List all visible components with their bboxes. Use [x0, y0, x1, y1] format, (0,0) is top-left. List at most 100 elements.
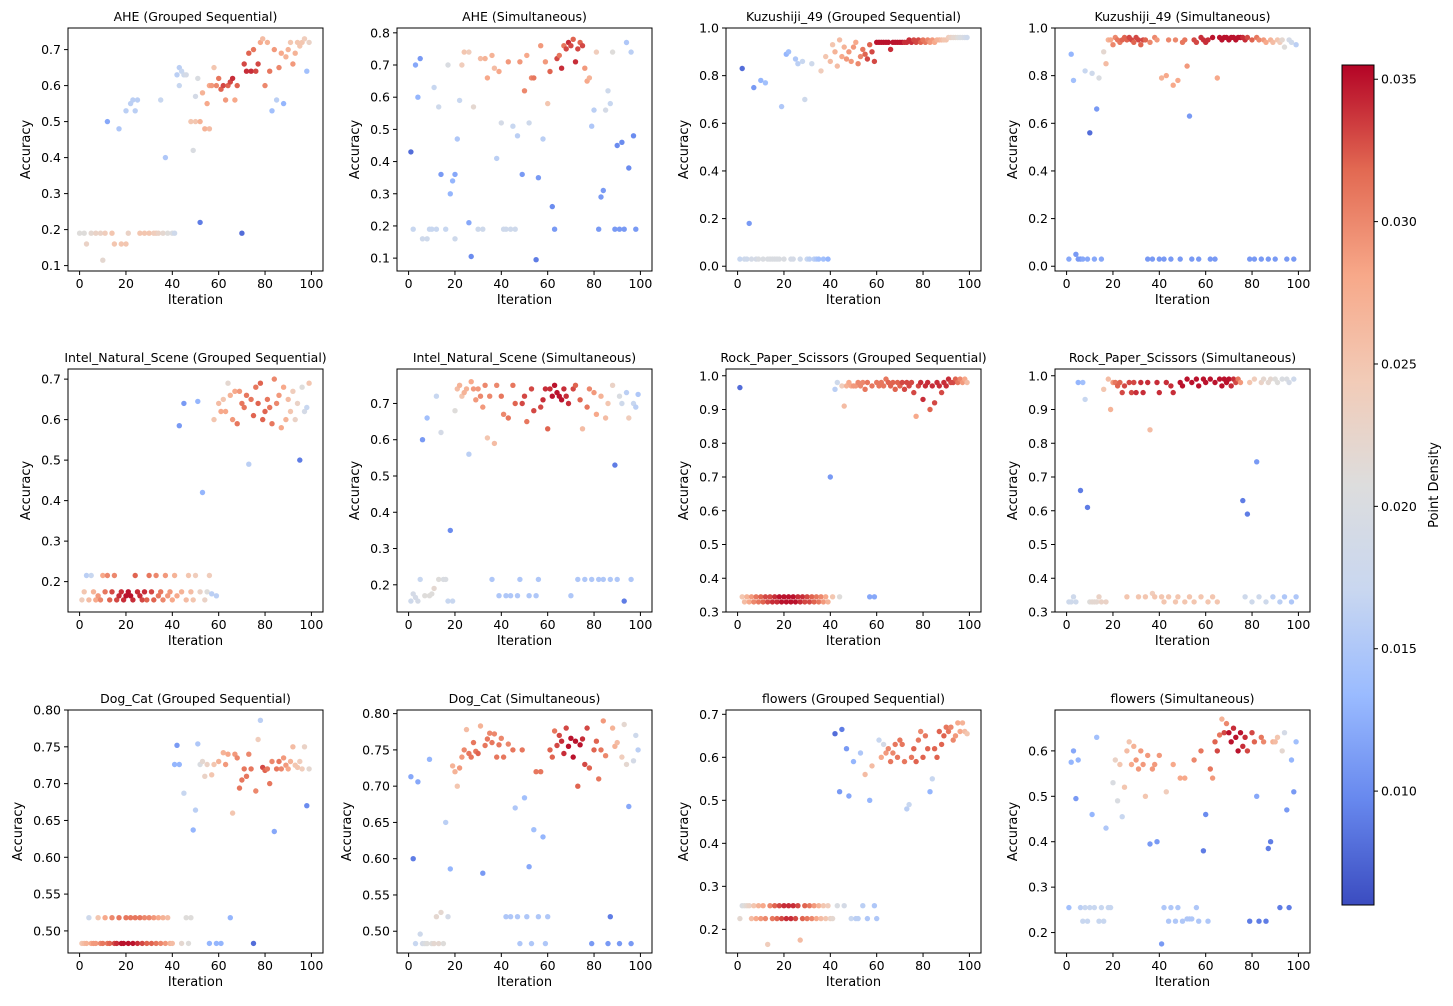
scatter-points	[408, 36, 639, 263]
data-point	[496, 68, 502, 75]
data-point	[621, 598, 627, 604]
data-point	[468, 754, 474, 760]
data-point	[192, 807, 199, 813]
data-point	[1228, 739, 1234, 745]
data-point	[241, 61, 247, 67]
y-tick-label: 1.0	[699, 368, 719, 383]
data-point	[97, 597, 104, 603]
data-point	[190, 147, 196, 154]
subplot-grid: 0 20 40 60 80 100 0.1 0.2 0.3 0.4 0.5 0.6 0.7 AHE (Gr…	[11, 9, 1311, 990]
data-point	[463, 386, 470, 392]
data-point	[255, 61, 261, 67]
data-point	[605, 940, 611, 947]
data-point	[816, 903, 822, 909]
scatter-points	[408, 379, 641, 604]
data-point	[283, 416, 289, 423]
data-point	[466, 220, 472, 226]
data-point	[1154, 37, 1160, 43]
data-point	[748, 256, 755, 262]
y-tick-label: 0.6	[41, 78, 61, 93]
data-point	[88, 230, 94, 236]
data-point	[139, 597, 145, 603]
data-point	[760, 256, 766, 262]
y-tick-label: 0.2	[1028, 211, 1048, 226]
x-tick-label: 80	[257, 276, 273, 291]
data-point	[213, 82, 220, 89]
data-point	[264, 396, 271, 403]
data-point	[626, 165, 632, 171]
data-point	[306, 39, 312, 46]
data-point	[134, 97, 141, 103]
data-point	[86, 597, 92, 603]
data-point	[526, 864, 532, 870]
data-point	[81, 230, 87, 236]
data-point	[804, 915, 810, 922]
x-tick-label: 40	[164, 958, 180, 973]
data-point	[855, 61, 861, 67]
data-point	[816, 599, 822, 605]
data-point	[755, 903, 762, 909]
data-point	[860, 46, 866, 53]
data-point	[1175, 594, 1181, 600]
x-tick-label: 100	[299, 958, 323, 973]
data-point	[1080, 918, 1086, 924]
data-point	[192, 572, 199, 579]
data-point	[162, 154, 169, 161]
x-tick-label: 60	[869, 958, 885, 973]
data-point	[892, 386, 898, 392]
data-point	[591, 747, 597, 753]
y-tick-label: 0.75	[33, 739, 61, 754]
data-point	[524, 418, 530, 425]
data-point	[419, 236, 426, 242]
data-point	[213, 940, 220, 947]
data-point	[1096, 75, 1102, 81]
data-point	[1145, 752, 1151, 759]
data-point	[250, 46, 257, 53]
subplot-title: flowers (Grouped Sequential)	[762, 691, 945, 706]
scatter-points	[76, 36, 312, 263]
axes-frame	[396, 709, 653, 954]
data-point	[1140, 389, 1146, 396]
data-point	[885, 746, 891, 752]
data-point	[456, 765, 463, 771]
y-tick-label: 0.8	[699, 68, 719, 83]
data-point	[1073, 795, 1079, 802]
data-point	[1251, 739, 1258, 745]
data-point	[160, 230, 166, 236]
x-tick-label: 60	[211, 276, 227, 291]
data-point	[915, 737, 922, 743]
scatter-points	[737, 376, 970, 605]
data-point	[857, 53, 864, 60]
data-point	[864, 379, 871, 386]
scatter-points	[1066, 716, 1299, 947]
data-point	[908, 379, 915, 386]
data-point	[1135, 766, 1142, 772]
y-tick-label: 0.4	[370, 154, 390, 169]
data-point	[1286, 379, 1292, 386]
data-point	[188, 589, 194, 595]
data-point	[1242, 594, 1248, 600]
y-tick-label: 0.7	[699, 470, 719, 485]
x-tick-label: 20	[118, 276, 134, 291]
data-point	[100, 572, 106, 579]
data-point	[1212, 379, 1218, 386]
colorbar-gradient	[1341, 64, 1375, 906]
data-point	[797, 937, 803, 943]
data-point	[519, 747, 525, 753]
data-point	[107, 940, 113, 947]
data-point	[633, 732, 639, 739]
data-point	[211, 416, 217, 423]
data-point	[952, 733, 959, 739]
data-point	[1066, 904, 1072, 911]
data-point	[630, 758, 637, 764]
data-point	[127, 593, 134, 599]
colorbar-tick-label: 0.020	[1381, 499, 1417, 514]
data-point	[429, 226, 435, 232]
y-tick-label: 0.4	[1028, 834, 1048, 849]
data-point	[248, 396, 254, 403]
y-tick-label: 0.5	[41, 114, 61, 129]
data-point	[1107, 406, 1114, 413]
data-point	[746, 903, 752, 909]
data-point	[584, 725, 590, 731]
data-point	[466, 49, 472, 55]
